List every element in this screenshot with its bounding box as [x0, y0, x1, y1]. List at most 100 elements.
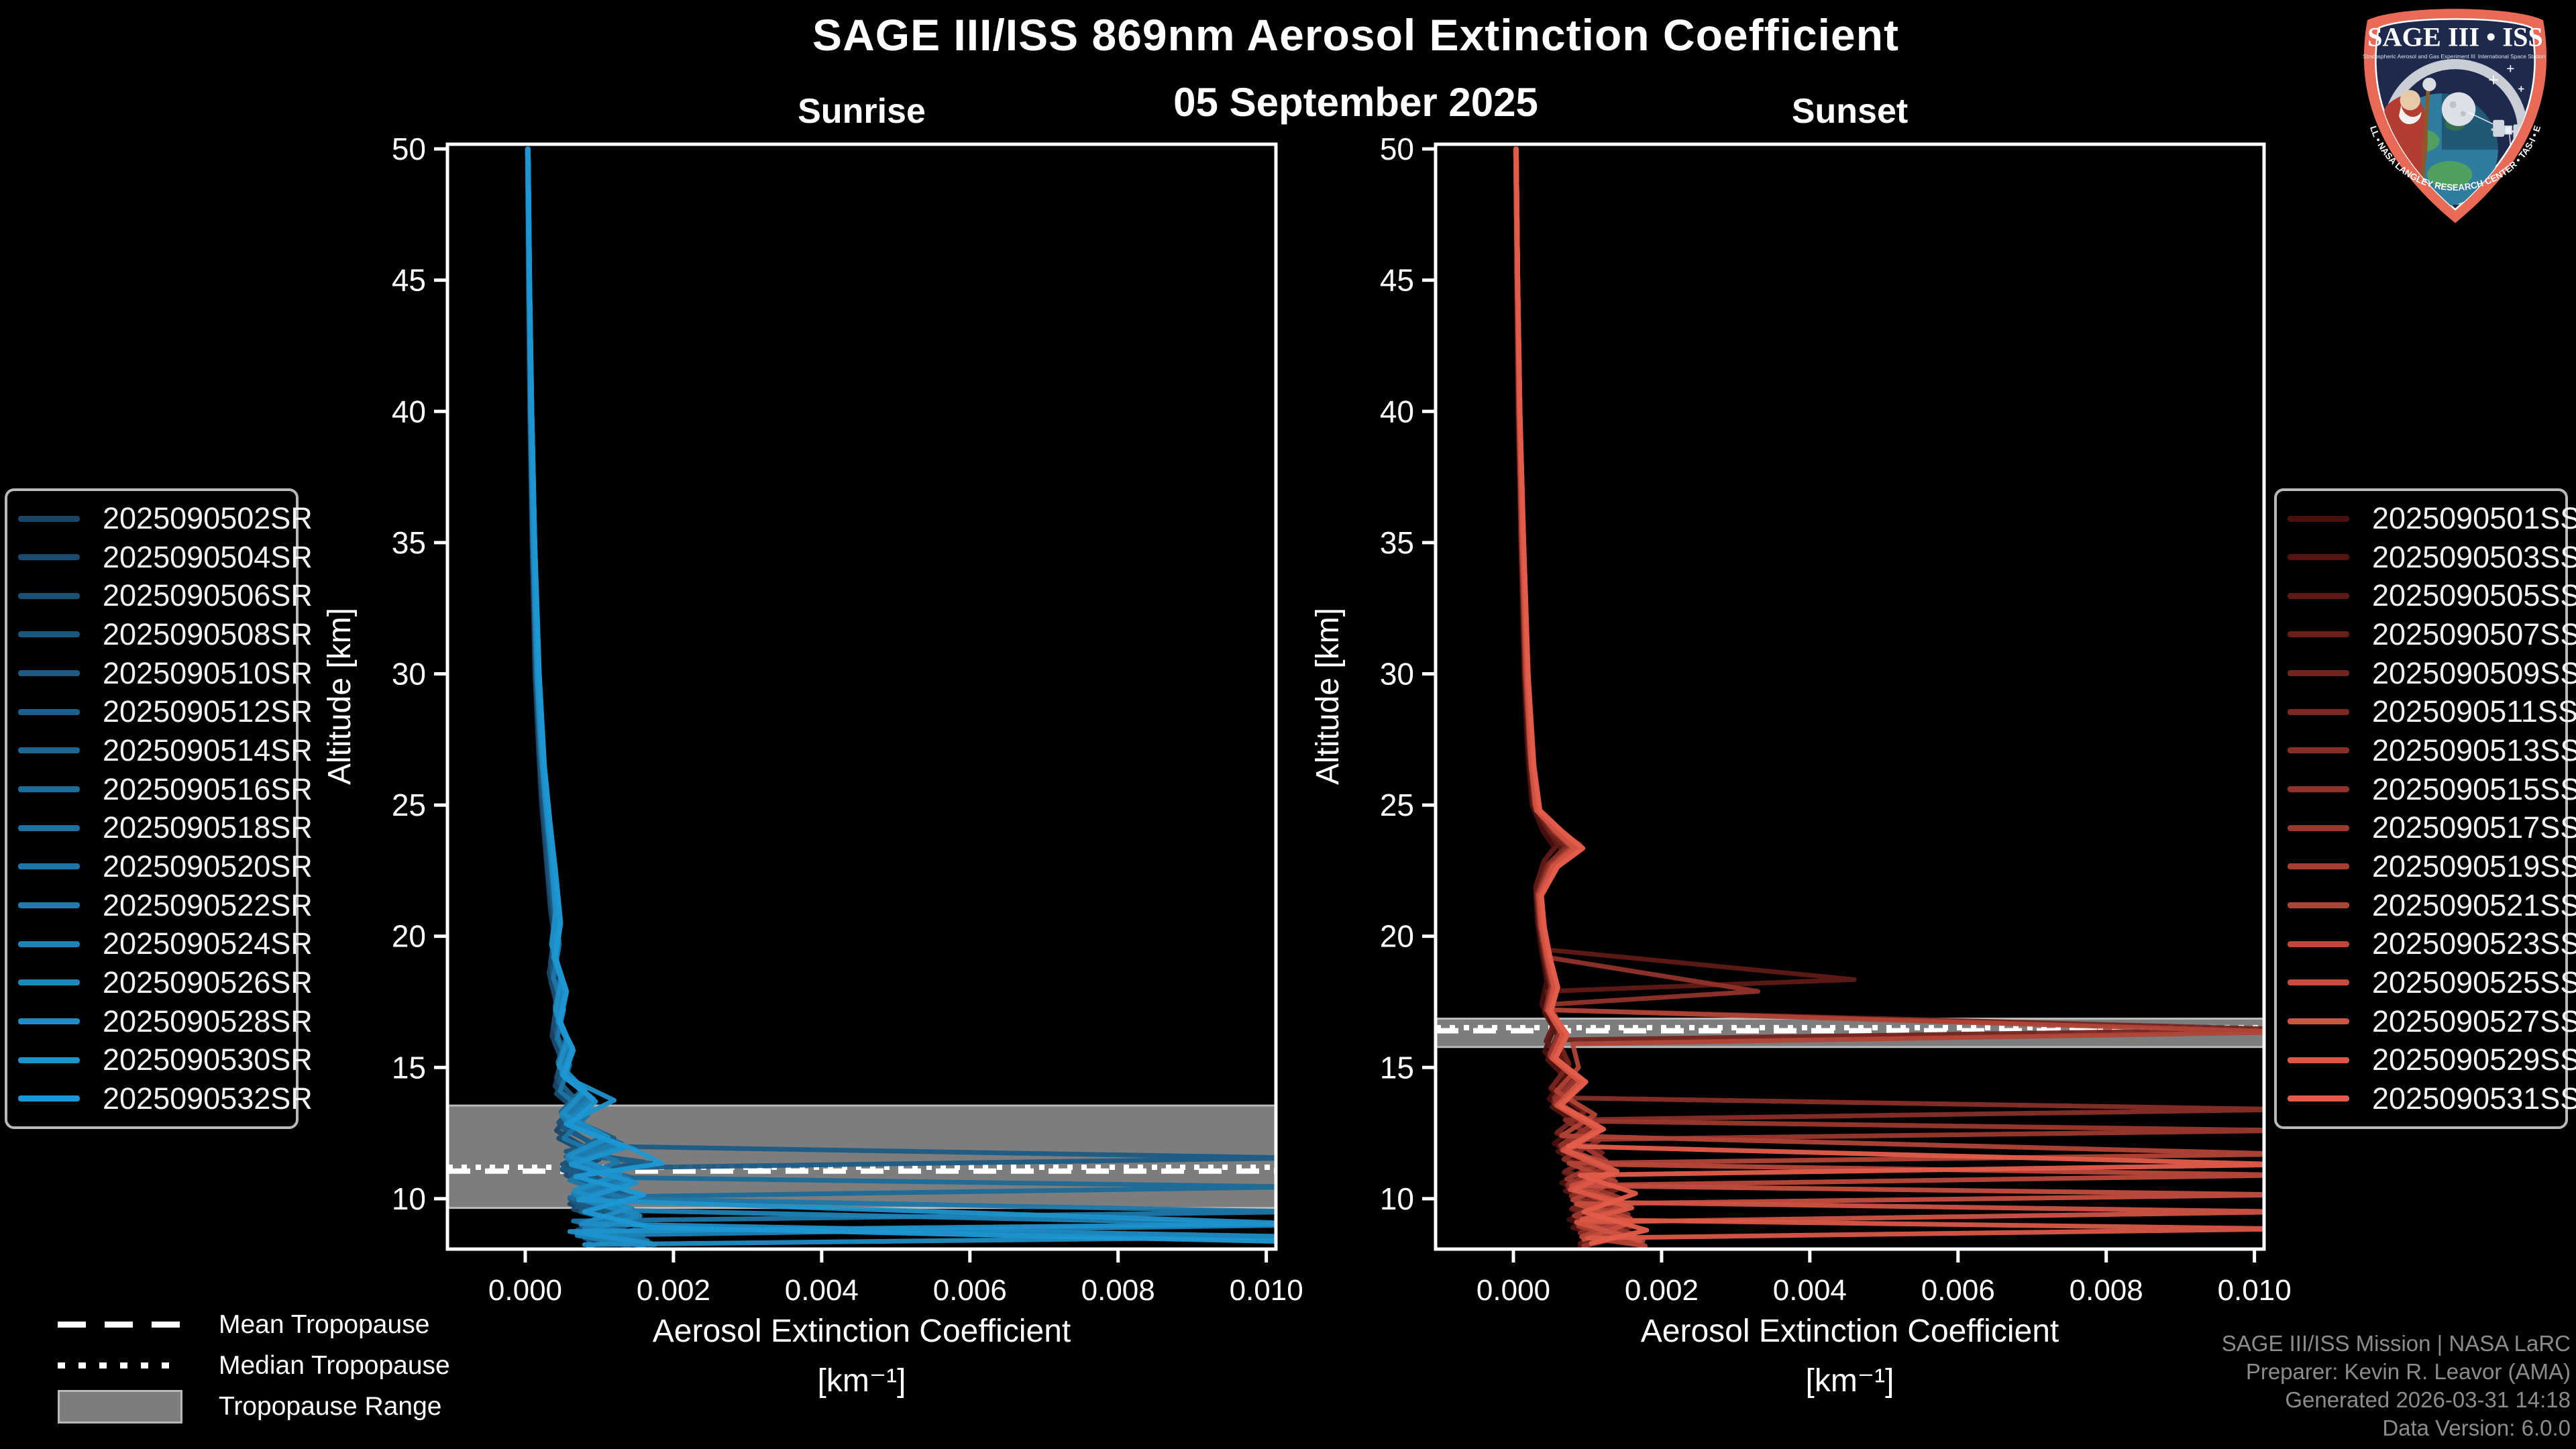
- legend-line-swatch: [18, 708, 80, 715]
- legend-item-mean-tropopause: Mean Tropopause: [58, 1304, 450, 1345]
- legend-event-label: 2025090528SR: [103, 1004, 313, 1038]
- legend-item-2025090517SS: 2025090517SS: [2277, 810, 2576, 845]
- legend-line-swatch: [2288, 979, 2349, 986]
- legend-sunrise-events: 2025090502SR 2025090504SR 2025090506SR 2025…: [5, 488, 313, 1129]
- profile-line-2025090514SR: [525, 146, 650, 1243]
- legend-item-2025090527SS: 2025090527SS: [2277, 1004, 2576, 1038]
- legend-sunset-events: 2025090501SS 2025090503SS 2025090505SS 2025…: [2274, 488, 2576, 1129]
- profile-line-2025090532SR: [525, 146, 1276, 1244]
- profile-line-2025090515SS: [1513, 146, 1760, 1242]
- legend-line-swatch: [2288, 902, 2349, 909]
- patch-subtitle-right: International Space Station: [2478, 53, 2546, 60]
- legend-event-label: 2025090518SR: [103, 810, 313, 845]
- legend-item-2025090507SS: 2025090507SS: [2277, 617, 2576, 651]
- legend-item-2025090512SR: 2025090512SR: [7, 694, 313, 729]
- moon-crater: [2449, 101, 2457, 109]
- y-tick-label: 20: [392, 919, 426, 954]
- legend-item-2025090506SR: 2025090506SR: [7, 578, 313, 612]
- legend-event-label: 2025090523SS: [2372, 926, 2576, 961]
- legend-line-swatch: [18, 592, 80, 599]
- legend-event-label: 2025090511SS: [2372, 694, 2576, 729]
- legend-label-median-tropopause: Median Tropopause: [219, 1350, 450, 1380]
- dotted-line-swatch: [58, 1362, 182, 1368]
- profile-line-2025090508SR: [525, 146, 654, 1248]
- profile-line-2025090518SR: [525, 146, 650, 1243]
- legend-line-swatch: [18, 902, 80, 909]
- profile-line-2025090531SS: [1513, 146, 2264, 1246]
- legend-item-2025090513SS: 2025090513SS: [2277, 733, 2576, 767]
- legend-item-2025090529SS: 2025090529SS: [2277, 1042, 2576, 1077]
- profile-line-2025090509SS: [1513, 146, 2264, 1244]
- earth-land: [2427, 161, 2473, 189]
- y-tick-label: 50: [392, 131, 426, 166]
- sage-iii-iss-mission-patch: SAGE III • ISS Stratospheric Aerosol and…: [2343, 5, 2547, 223]
- legend-item-2025090523SS: 2025090523SS: [2277, 926, 2576, 961]
- legend-item-tropopause-range: Tropopause Range: [58, 1386, 450, 1427]
- x-tick-label: 0.002: [1625, 1274, 1699, 1307]
- legend-line-swatch: [2288, 863, 2349, 870]
- legend-line-swatch: [2288, 1095, 2349, 1102]
- legend-line-swatch: [2288, 1018, 2349, 1025]
- legend-item-2025090505SS: 2025090505SS: [2277, 578, 2576, 612]
- moon-crater: [2460, 111, 2466, 117]
- y-tick-label: 45: [1380, 263, 1414, 298]
- y-tick-label: 30: [1380, 656, 1414, 691]
- y-tick-label: 10: [1380, 1181, 1414, 1216]
- legend-item-2025090504SR: 2025090504SR: [7, 540, 313, 574]
- profile-line-2025090526SR: [525, 146, 657, 1247]
- legend-event-label: 2025090532SR: [103, 1081, 313, 1116]
- x-tick-label: 0.004: [785, 1274, 859, 1307]
- legend-event-label: 2025090525SS: [2372, 965, 2576, 1000]
- legend-event-label: 2025090527SS: [2372, 1004, 2576, 1038]
- x-tick-label: 0.004: [1773, 1274, 1847, 1307]
- legend-item-2025090501SS: 2025090501SS: [2277, 501, 2576, 535]
- legend-event-label: 2025090515SS: [2372, 771, 2576, 806]
- profile-line-2025090530SR: [525, 146, 1276, 1246]
- legend-line-swatch: [2288, 786, 2349, 793]
- legend-item-2025090516SR: 2025090516SR: [7, 772, 313, 806]
- profile-line-2025090506SR: [525, 146, 639, 1246]
- y-tick-label: 35: [1380, 525, 1414, 560]
- legend-line-swatch: [2288, 708, 2349, 715]
- legend-line-swatch: [2288, 554, 2349, 561]
- x-axis-label: Aerosol Extinction Coefficient: [1641, 1313, 2059, 1349]
- patch-title: SAGE III • ISS: [2367, 22, 2543, 52]
- legend-event-label: 2025090530SR: [103, 1042, 313, 1077]
- attribution-block: SAGE III/ISS Mission | NASA LaRC Preparer…: [2222, 1330, 2571, 1442]
- y-tick-label: 15: [392, 1050, 426, 1085]
- legend-item-2025090525SS: 2025090525SS: [2277, 965, 2576, 1000]
- y-tick-label: 40: [1380, 394, 1414, 429]
- x-tick-label: 0.010: [1230, 1274, 1303, 1307]
- legend-item-2025090519SS: 2025090519SS: [2277, 849, 2576, 883]
- legend-line-swatch: [2288, 747, 2349, 754]
- axes-spines: [1434, 142, 2266, 1251]
- legend-item-2025090530SR: 2025090530SR: [7, 1042, 313, 1077]
- legend-line-swatch: [18, 1057, 80, 1063]
- legend-event-label: 2025090517SS: [2372, 810, 2576, 845]
- legend-event-label: 2025090521SS: [2372, 888, 2576, 922]
- legend-label-tropopause-range: Tropopause Range: [219, 1391, 442, 1421]
- legend-event-label: 2025090529SS: [2372, 1042, 2576, 1077]
- x-tick-label: 0.000: [1477, 1274, 1550, 1307]
- profile-line-2025090521SS: [1513, 146, 2264, 1248]
- profile-line-2025090529SS: [1513, 146, 2264, 1241]
- y-tick-label: 50: [1380, 131, 1414, 166]
- legend-item-2025090511SS: 2025090511SS: [2277, 694, 2576, 729]
- profile-line-2025090513SS: [1513, 146, 2264, 1247]
- x-tick-label: 0.008: [1081, 1274, 1155, 1307]
- legend-event-label: 2025090516SR: [103, 771, 313, 806]
- legend-line-swatch: [2288, 1057, 2349, 1063]
- panel-sunset: [1436, 146, 2264, 1248]
- y-axis-label: Altitude [km]: [1310, 608, 1346, 785]
- legend-event-label: 2025090501SS: [2372, 501, 2576, 535]
- y-tick-label: 45: [392, 263, 426, 298]
- dashed-line-swatch: [58, 1322, 182, 1328]
- y-axis-label: Altitude [km]: [322, 608, 358, 785]
- x-tick-label: 0.002: [637, 1274, 710, 1307]
- legend-line-swatch: [18, 554, 80, 561]
- x-tick-label: 0.006: [933, 1274, 1007, 1307]
- legend-item-2025090528SR: 2025090528SR: [7, 1004, 313, 1038]
- legend-item-2025090508SR: 2025090508SR: [7, 617, 313, 651]
- legend-event-label: 2025090514SR: [103, 733, 313, 767]
